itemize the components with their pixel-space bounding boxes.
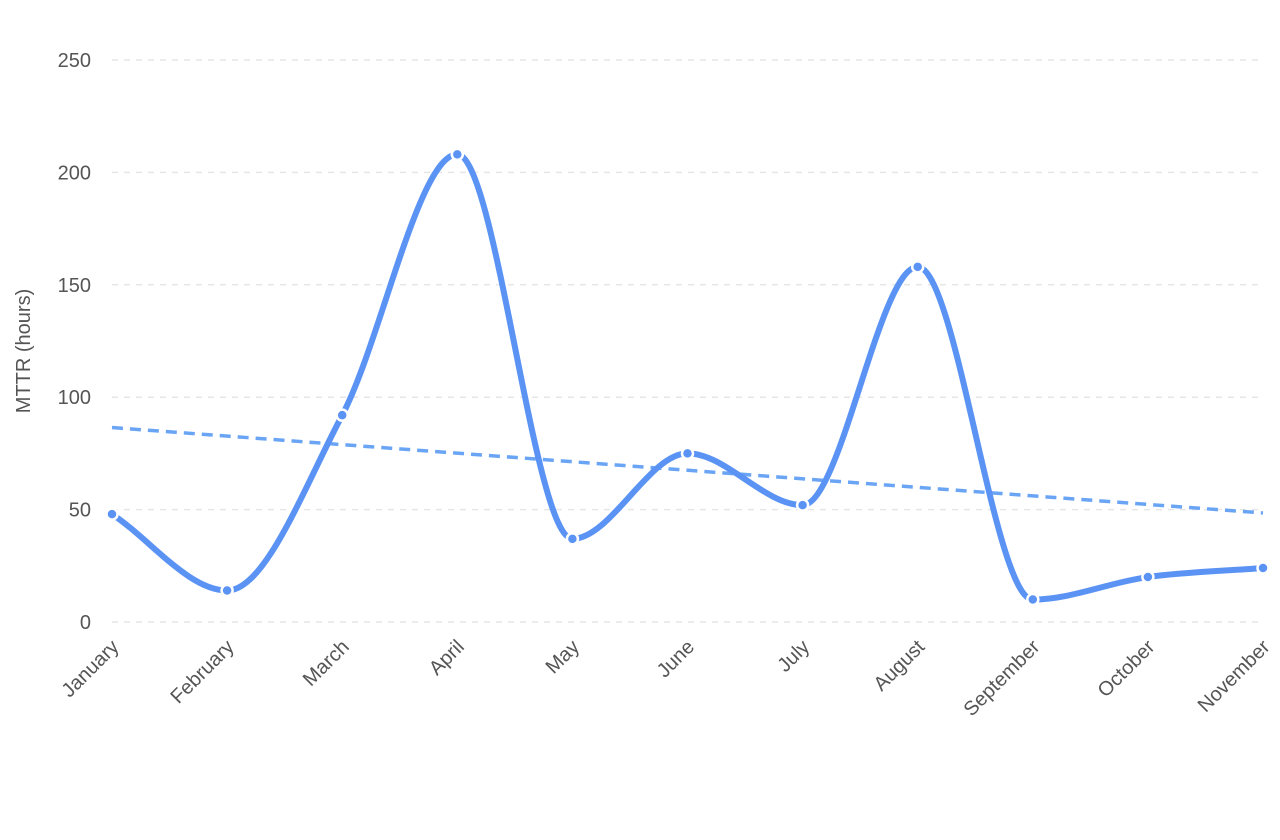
y-axis-ticks: 0 50 100 150 200 250: [58, 50, 91, 634]
x-tick-label: July: [773, 636, 814, 677]
data-point-january[interactable]: [105, 507, 119, 521]
data-point-may[interactable]: [565, 532, 580, 546]
data-point-april[interactable]: [450, 147, 465, 162]
x-tick-label: June: [653, 636, 699, 682]
y-tick-label: 50: [69, 500, 91, 522]
y-tick-label: 0: [80, 612, 91, 634]
gridlines: [112, 59, 1263, 623]
x-axis-ticks: January February March April May June July Augu…: [58, 636, 1275, 721]
x-tick-label: March: [299, 636, 354, 691]
x-tick-label: January: [58, 636, 124, 702]
data-point-august[interactable]: [910, 260, 925, 274]
x-tick-label: November: [1194, 636, 1275, 717]
data-point-june[interactable]: [680, 446, 695, 461]
data-point-july[interactable]: [795, 498, 810, 512]
data-point-september[interactable]: [1026, 592, 1040, 607]
x-tick-label: October: [1094, 636, 1160, 702]
x-tick-label: May: [542, 636, 584, 678]
data-point-february[interactable]: [220, 583, 234, 598]
mttr-series-line: [109, 151, 1266, 603]
series-layer: [105, 147, 1270, 607]
y-tick-label: 100: [58, 387, 91, 409]
y-tick-label: 150: [58, 275, 91, 297]
y-tick-label: 250: [58, 50, 91, 72]
y-tick-label: 200: [58, 162, 91, 184]
data-point-october[interactable]: [1141, 570, 1155, 584]
y-axis-title: MTTR (hours): [13, 289, 35, 413]
x-tick-label: April: [425, 636, 469, 680]
x-tick-label: February: [166, 636, 238, 708]
trend-line: [111, 425, 1264, 515]
data-point-november[interactable]: [1256, 561, 1270, 575]
data-point-march[interactable]: [335, 408, 349, 422]
x-tick-label: August: [870, 636, 930, 696]
x-tick-label: September: [960, 636, 1045, 721]
